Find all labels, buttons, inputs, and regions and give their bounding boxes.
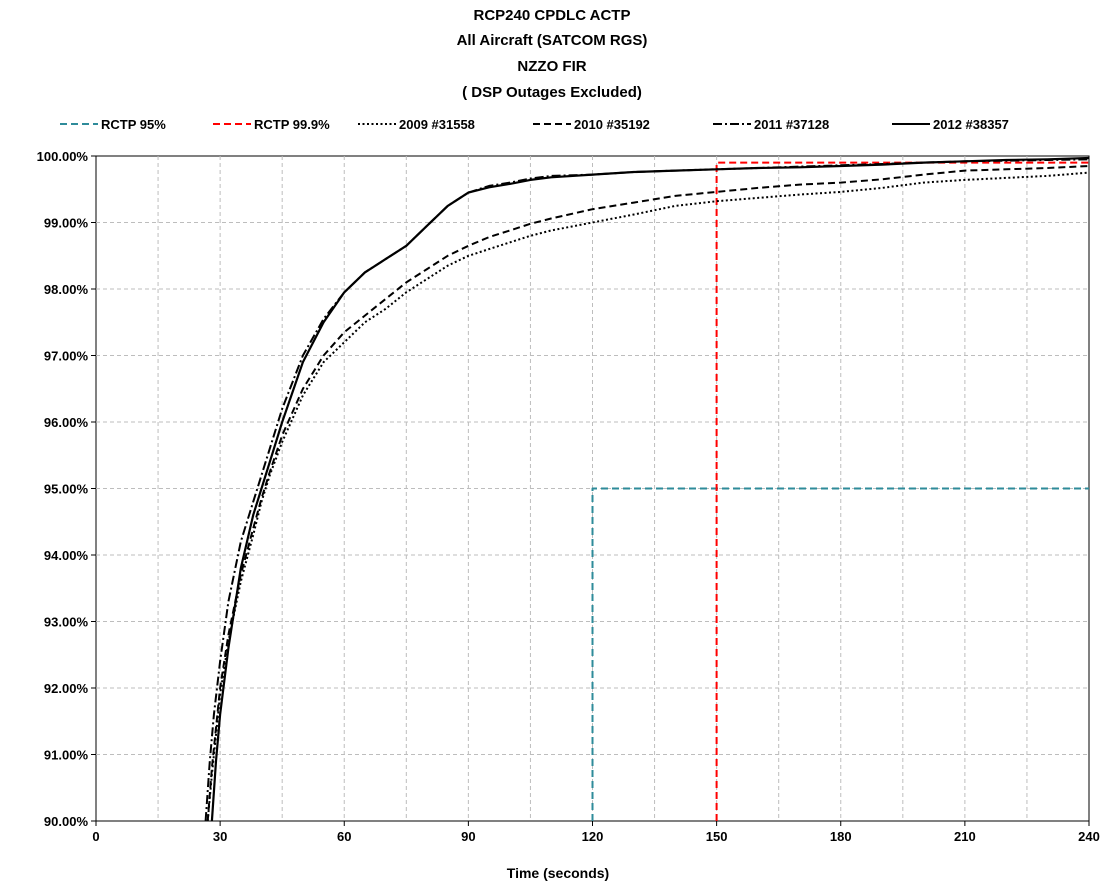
legend-label: RCTP 99.9% xyxy=(254,117,330,132)
y-tick-label: 92.00% xyxy=(44,681,89,696)
y-tick-label: 99.00% xyxy=(44,216,89,231)
legend: RCTP 95% RCTP 99.9% 2009 #31558 2010 #35192… xyxy=(60,117,1009,132)
y-axis: 90.00% 91.00% 92.00% 93.00% 94.00% 95.00% 96.0… xyxy=(37,149,96,829)
chart-title-line-4: ( DSP Outages Excluded) xyxy=(462,84,642,101)
x-tick-label: 0 xyxy=(92,829,99,844)
x-tick-label: 90 xyxy=(461,829,475,844)
series-group xyxy=(204,156,1089,821)
legend-label: 2010 #35192 xyxy=(574,117,650,132)
x-tick-label: 30 xyxy=(213,829,227,844)
x-tick-label: 60 xyxy=(337,829,351,844)
y-tick-label: 90.00% xyxy=(44,814,89,829)
x-tick-label: 150 xyxy=(706,829,728,844)
y-tick-label: 93.00% xyxy=(44,615,89,630)
chart-title-line-3: NZZO FIR xyxy=(517,58,586,75)
x-axis: 0 30 60 90 120 150 180 210 240 xyxy=(92,821,1100,844)
x-axis-title: Time (seconds) xyxy=(507,865,609,881)
x-tick-label: 210 xyxy=(954,829,976,844)
chart-title-line-2: All Aircraft (SATCOM RGS) xyxy=(457,32,648,49)
y-tick-label: 97.00% xyxy=(44,349,89,364)
y-tick-label: 100.00% xyxy=(37,149,89,164)
legend-label: 2011 #37128 xyxy=(754,117,829,132)
series-line-5 xyxy=(210,156,1089,821)
series-line-1 xyxy=(715,161,1089,821)
y-tick-label: 94.00% xyxy=(44,548,89,563)
chart-title: RCP240 CPDLC ACTP All Aircraft (SATCOM R… xyxy=(457,7,648,101)
series-line-0 xyxy=(591,487,1089,821)
series-line-2 xyxy=(206,171,1089,821)
x-tick-label: 240 xyxy=(1078,829,1100,844)
y-tick-label: 91.00% xyxy=(44,748,89,763)
x-tick-label: 120 xyxy=(582,829,604,844)
legend-label: 2012 #38357 xyxy=(933,117,1009,132)
chart-title-line-1: RCP240 CPDLC ACTP xyxy=(474,7,631,24)
y-tick-label: 98.00% xyxy=(44,282,89,297)
y-tick-label: 95.00% xyxy=(44,482,89,497)
y-tick-label: 96.00% xyxy=(44,415,89,430)
legend-label: 2009 #31558 xyxy=(399,117,475,132)
legend-label: RCTP 95% xyxy=(101,117,166,132)
x-tick-label: 180 xyxy=(830,829,852,844)
series-line-3 xyxy=(206,165,1089,821)
